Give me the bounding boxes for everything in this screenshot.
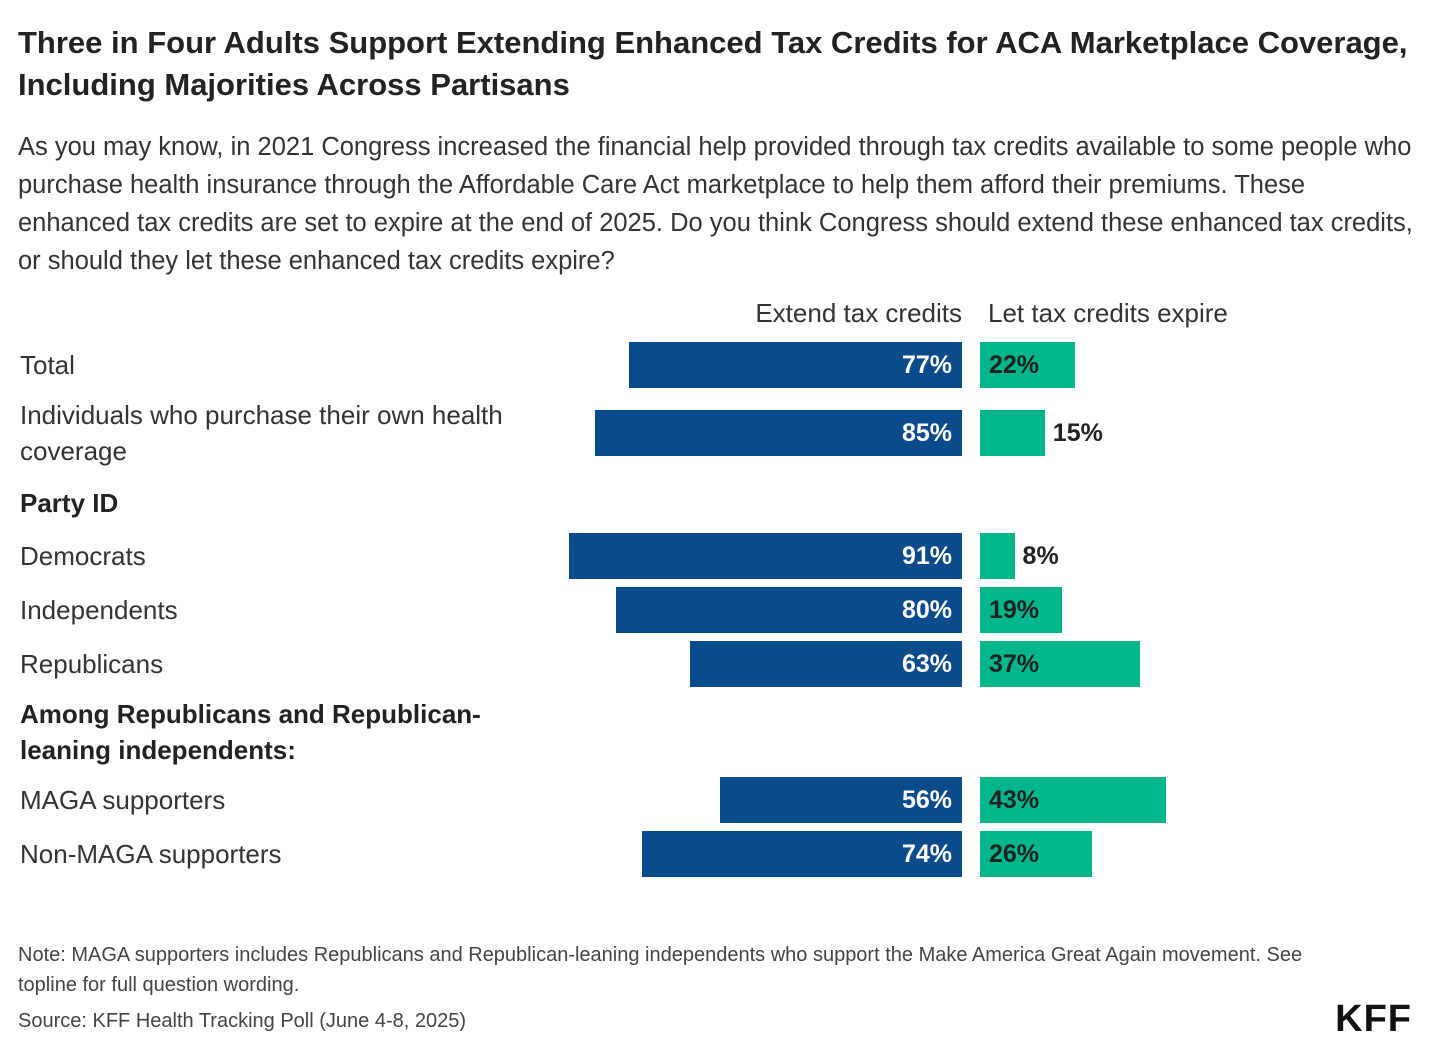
row-label: Individuals who purchase their own healt… xyxy=(20,400,503,466)
value-label: 85% xyxy=(901,419,952,447)
row-label: Among Republicans and Republican-leaning… xyxy=(20,699,481,765)
value-label: 8% xyxy=(1022,542,1059,570)
bar xyxy=(980,587,1063,633)
chart-subtitle: As you may know, in 2021 Congress increa… xyxy=(18,133,1413,275)
bar xyxy=(980,831,1093,877)
row-label: Party ID xyxy=(20,488,119,518)
value-label: 19% xyxy=(989,596,1040,624)
note: Note: MAGA supporters includes Republica… xyxy=(18,944,1303,996)
value-label: 63% xyxy=(901,650,952,678)
value-label: 15% xyxy=(1052,419,1103,447)
value-label: 22% xyxy=(989,351,1040,379)
legend-entry: Let tax credits expire xyxy=(988,298,1228,328)
bar xyxy=(568,533,962,579)
bar xyxy=(629,342,962,388)
value-label: 43% xyxy=(989,786,1040,814)
bar xyxy=(720,777,962,823)
row-label: MAGA supporters xyxy=(20,785,226,815)
bar xyxy=(980,777,1166,823)
row-label: Democrats xyxy=(20,541,146,571)
logo: KFF xyxy=(1335,998,1412,1040)
value-label: 56% xyxy=(901,786,952,814)
bar xyxy=(980,533,1015,579)
value-label: 37% xyxy=(989,650,1040,678)
bar xyxy=(689,641,962,687)
chart-title: Three in Four Adults Support Extending E… xyxy=(18,25,1408,102)
source: Source: KFF Health Tracking Poll (June 4… xyxy=(18,1010,466,1032)
value-label: 91% xyxy=(901,542,952,570)
value-label: 80% xyxy=(901,596,952,624)
legend-entry: Extend tax credits xyxy=(755,298,962,328)
bar xyxy=(642,831,962,877)
bar xyxy=(594,410,962,456)
value-label: 26% xyxy=(989,840,1040,868)
value-label: 74% xyxy=(901,840,952,868)
row-label: Total xyxy=(20,350,75,380)
bar xyxy=(616,587,962,633)
row-label: Non-MAGA supporters xyxy=(20,839,282,869)
row-label: Republicans xyxy=(20,649,164,679)
bar xyxy=(980,641,1140,687)
bar xyxy=(980,410,1045,456)
row-label: Independents xyxy=(20,595,178,625)
bar xyxy=(980,342,1076,388)
value-label: 77% xyxy=(901,351,952,379)
